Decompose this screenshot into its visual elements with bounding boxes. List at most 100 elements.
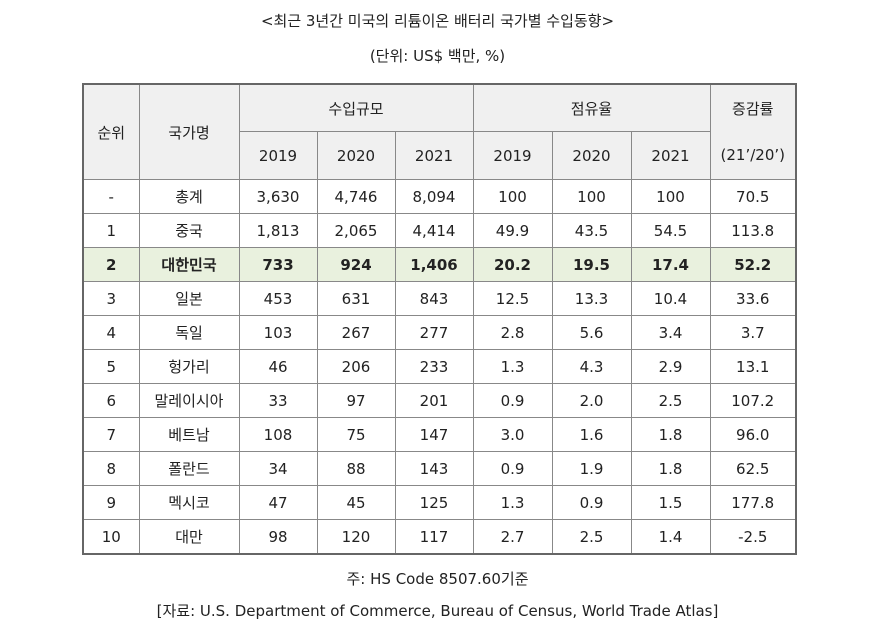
cell-chg: 96.0 [709,417,797,452]
cell-s2019: 100 [472,179,553,214]
cell-s2020: 1.6 [551,417,632,452]
cell-s2021: 2.5 [630,383,711,418]
cell-i2019: 108 [238,417,318,452]
cell-s2019: 49.9 [472,213,553,248]
cell-s2019: 12.5 [472,281,553,316]
cell-s2020: 2.5 [551,519,632,555]
cell-i2020: 206 [316,349,396,384]
cell-rank: 9 [82,485,140,520]
cell-s2020: 0.9 [551,485,632,520]
cell-s2020: 43.5 [551,213,632,248]
cell-s2021: 1.4 [630,519,711,555]
cell-country: 말레이시아 [138,383,240,418]
cell-chg: 62.5 [709,451,797,486]
cell-i2021: 201 [394,383,474,418]
cell-chg: 70.5 [709,179,797,214]
table-row: 1 중국 1,813 2,065 4,414 49.9 43.5 54.5 113.8 [82,213,797,248]
cell-s2021: 54.5 [630,213,711,248]
cell-i2021: 117 [394,519,474,555]
cell-s2019: 20.2 [472,247,553,282]
table-row: - 총계 3,630 4,746 8,094 100 100 100 70.5 [82,179,797,214]
cell-s2020: 2.0 [551,383,632,418]
cell-i2021: 277 [394,315,474,350]
cell-s2021: 3.4 [630,315,711,350]
header-year: 2021 [394,131,474,180]
cell-chg: 13.1 [709,349,797,384]
cell-s2020: 4.3 [551,349,632,384]
cell-s2019: 1.3 [472,349,553,384]
source-citation: [자료: U.S. Department of Commerce, Bureau… [156,602,719,620]
table-title: <최근 3년간 미국의 리튬이온 배터리 국가별 수입동향> [260,12,615,30]
cell-chg: 177.8 [709,485,797,520]
cell-i2019: 33 [238,383,318,418]
cell-i2020: 75 [316,417,396,452]
header-rank: 순위 [82,83,140,180]
cell-s2019: 0.9 [472,451,553,486]
cell-s2020: 100 [551,179,632,214]
header-year: 2021 [630,131,711,180]
cell-rank: - [82,179,140,214]
cell-i2020: 120 [316,519,396,555]
cell-i2021: 233 [394,349,474,384]
cell-rank: 1 [82,213,140,248]
table-row: 2 대한민국 733 924 1,406 20.2 19.5 17.4 52.2 [82,247,797,282]
cell-country: 일본 [138,281,240,316]
footnote: 주: HS Code 8507.60기준 [346,570,529,588]
cell-country: 헝가리 [138,349,240,384]
cell-s2019: 0.9 [472,383,553,418]
header-country: 국가명 [138,83,240,180]
cell-i2019: 103 [238,315,318,350]
cell-i2021: 125 [394,485,474,520]
cell-rank: 2 [82,247,140,282]
cell-s2019: 2.7 [472,519,553,555]
cell-country: 대한민국 [138,247,240,282]
cell-s2021: 1.8 [630,417,711,452]
cell-i2021: 147 [394,417,474,452]
cell-country: 대만 [138,519,240,555]
cell-rank: 3 [82,281,140,316]
header-year: 2020 [316,131,396,180]
cell-i2021: 1,406 [394,247,474,282]
cell-i2019: 1,813 [238,213,318,248]
cell-i2019: 34 [238,451,318,486]
cell-country: 베트남 [138,417,240,452]
cell-chg: 107.2 [709,383,797,418]
cell-i2020: 267 [316,315,396,350]
cell-i2019: 46 [238,349,318,384]
cell-i2021: 8,094 [394,179,474,214]
cell-rank: 6 [82,383,140,418]
cell-i2020: 4,746 [316,179,396,214]
table-row: 7 베트남 108 75 147 3.0 1.6 1.8 96.0 [82,417,797,452]
cell-i2021: 843 [394,281,474,316]
header-import-scale: 수입규모 [238,83,474,132]
cell-i2020: 2,065 [316,213,396,248]
cell-country: 독일 [138,315,240,350]
import-table: 순위 국가명 수입규모 점유율 증감률 2019 2020 2021 2019 … [82,83,797,555]
table-row: 5 헝가리 46 206 233 1.3 4.3 2.9 13.1 [82,349,797,384]
cell-rank: 7 [82,417,140,452]
cell-s2021: 10.4 [630,281,711,316]
cell-i2020: 45 [316,485,396,520]
cell-rank: 4 [82,315,140,350]
cell-s2021: 17.4 [630,247,711,282]
cell-rank: 5 [82,349,140,384]
cell-s2021: 1.8 [630,451,711,486]
cell-country: 멕시코 [138,485,240,520]
header-change: 증감률 [709,83,797,132]
cell-i2021: 4,414 [394,213,474,248]
cell-chg: -2.5 [709,519,797,555]
table-row: 10 대만 98 120 117 2.7 2.5 1.4 -2.5 [82,519,797,555]
table-row: 4 독일 103 267 277 2.8 5.6 3.4 3.7 [82,315,797,350]
header-year: 2020 [551,131,632,180]
cell-s2020: 13.3 [551,281,632,316]
cell-i2021: 143 [394,451,474,486]
cell-s2020: 5.6 [551,315,632,350]
cell-chg: 33.6 [709,281,797,316]
cell-i2020: 97 [316,383,396,418]
cell-s2021: 100 [630,179,711,214]
table-row: 8 폴란드 34 88 143 0.9 1.9 1.8 62.5 [82,451,797,486]
cell-country: 폴란드 [138,451,240,486]
header-year: 2019 [238,131,318,180]
cell-i2019: 733 [238,247,318,282]
cell-chg: 3.7 [709,315,797,350]
